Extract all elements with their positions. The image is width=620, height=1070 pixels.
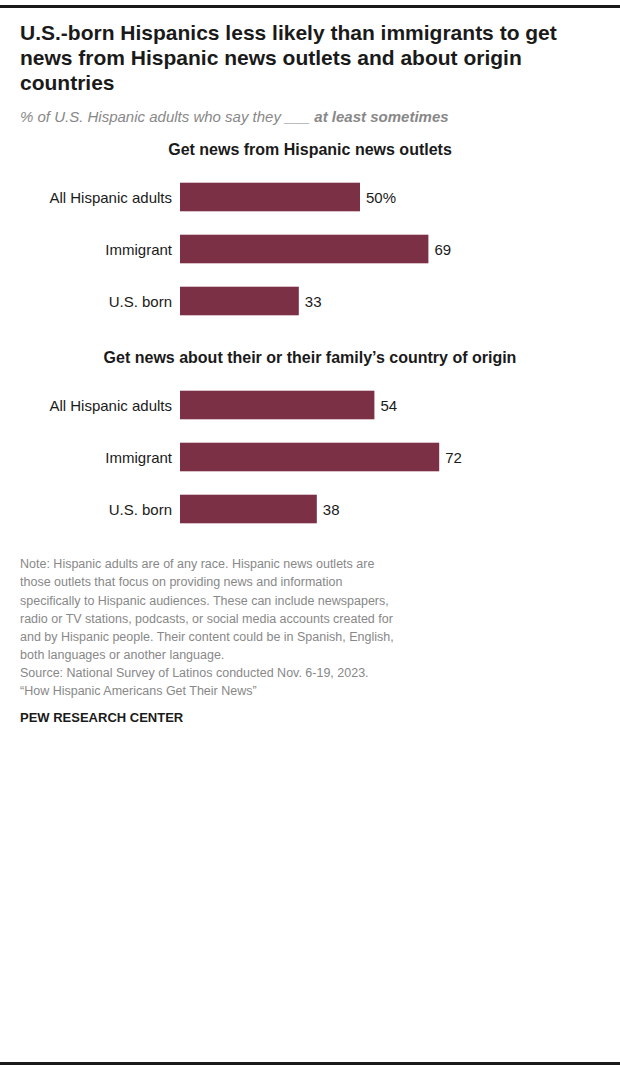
top-rule [0,5,620,8]
bar [180,235,428,264]
chart-title: Get news from Hispanic news outlets [20,141,600,159]
bar [180,391,374,420]
labels: All Hispanic adults 50% Immigrant 69 U.S. bo… [49,189,451,310]
subtitle-part: at least [314,108,366,125]
data-label: 50% [366,189,396,206]
title: U.S.-born Hispanics less likely than imm… [20,20,600,96]
bar [180,495,317,524]
subtitle-part: sometimes [370,108,448,125]
data-label: 72 [445,449,462,466]
data-label: 54 [380,397,397,414]
data-label: 38 [323,501,340,518]
bars [180,183,428,316]
note: Note: Hispanic adults are of any race. H… [20,555,600,700]
category-label: Immigrant [105,241,173,258]
category-label: All Hispanic adults [49,397,172,414]
bottom-rule [0,1062,620,1065]
bars [180,391,439,524]
bar-chart: All Hispanic adults 54 Immigrant 72 U.S. bor… [20,371,600,543]
category-label: U.S. born [109,501,172,518]
chart-title: Get news about their or their family’s c… [20,349,600,367]
subtitle: % of U.S. Hispanic adults who say they _… [20,106,600,128]
bar-chart: All Hispanic adults 50% Immigrant 69 U.S. bo… [20,163,600,335]
page: U.S.-born Hispanics less likely than imm… [0,20,620,725]
data-label: 69 [434,241,451,258]
category-label: U.S. born [109,293,172,310]
subtitle-part: % of U.S. Hispanic adults who say they _… [20,108,310,125]
category-label: All Hispanic adults [49,189,172,206]
data-label: 33 [305,293,322,310]
bar [180,443,439,472]
category-label: Immigrant [105,449,173,466]
source: PEW RESEARCH CENTER [20,710,600,725]
bar [180,183,360,212]
labels: All Hispanic adults 54 Immigrant 72 U.S. bor… [49,397,461,518]
bar [180,287,299,316]
